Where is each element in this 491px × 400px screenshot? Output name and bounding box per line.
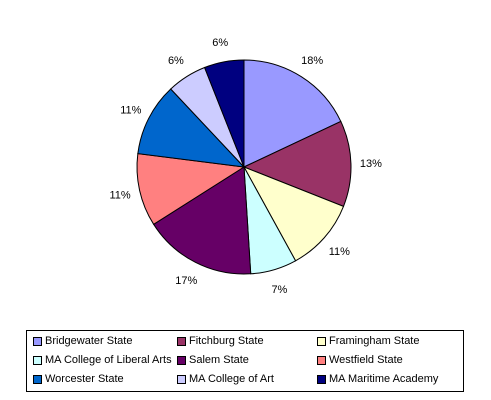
legend-label: Fitchburg State [189, 335, 264, 347]
legend-label: Worcester State [45, 373, 124, 385]
legend-item-ma-college-of-art: MA College of Art [177, 372, 274, 386]
legend-swatch [317, 336, 326, 346]
legend-label: Bridgewater State [45, 335, 133, 347]
pie-slice-worcester-state [137, 88, 246, 168]
legend-swatch [177, 336, 186, 346]
legend-item-bridgewater-state: Bridgewater State [33, 334, 132, 348]
pie-label-bridgewater-state: 18% [301, 55, 323, 67]
legend-swatch [33, 374, 42, 384]
legend-swatch [317, 374, 326, 384]
legend-item-worcester-state: Worcester State [33, 372, 124, 386]
pie-slice-fitchburg-state [242, 120, 352, 208]
legend-item-ma-maritime-academy: MA Maritime Academy [317, 372, 438, 386]
legend-swatch [177, 374, 186, 384]
pie-label-westfield-state: 11% [109, 190, 130, 202]
pie-label-framingham-state: 11% [329, 246, 350, 258]
legend-swatch [33, 355, 42, 365]
legend-item-westfield-state: Westfield State [317, 353, 403, 367]
legend-item-ma-college-of-liberal-arts: MA College of Liberal Arts [33, 353, 172, 367]
legend-label: MA Maritime Academy [329, 373, 439, 385]
legend-swatch [177, 355, 186, 365]
pie-slice-framingham-state [242, 166, 345, 262]
pie-label-salem-state: 17% [175, 275, 197, 287]
pie-percent-labels: 18% 13% 11% 7% 17% 11% 11% 6% 6% [109, 37, 382, 296]
pie-slice-salem-state [152, 166, 252, 275]
pie-slices [136, 59, 352, 275]
legend-item-framingham-state: Framingham State [317, 334, 419, 348]
pie-label-worcester-state: 11% [120, 104, 141, 116]
pie-slice-bridgewater-state [243, 59, 342, 168]
legend-label: MA College of Liberal Arts [45, 354, 172, 366]
legend-label: Westfield State [329, 354, 403, 366]
legend-swatch [317, 355, 326, 365]
legend-label: Salem State [189, 354, 249, 366]
pie-slice-westfield-state [136, 153, 246, 226]
legend-label: MA College of Art [189, 373, 274, 385]
legend-label: Framingham State [329, 335, 420, 347]
legend-item-fitchburg-state: Fitchburg State [177, 334, 264, 348]
chart-legend: Bridgewater State Fitchburg State Framin… [26, 330, 464, 392]
pie-chart: 18% 13% 11% 7% 17% 11% 11% 6% 6% [109, 37, 382, 296]
pie-slice-ma-maritime-academy [203, 59, 245, 168]
legend-item-salem-state: Salem State [177, 353, 249, 367]
pie-label-ma-college-of-art: 6% [168, 55, 184, 67]
pie-label-fitchburg-state: 13% [360, 158, 382, 170]
legend-swatch [33, 336, 42, 346]
pie-label-ma-college-of-liberal-arts: 7% [271, 284, 287, 296]
pie-label-ma-maritime-academy: 6% [212, 37, 228, 49]
